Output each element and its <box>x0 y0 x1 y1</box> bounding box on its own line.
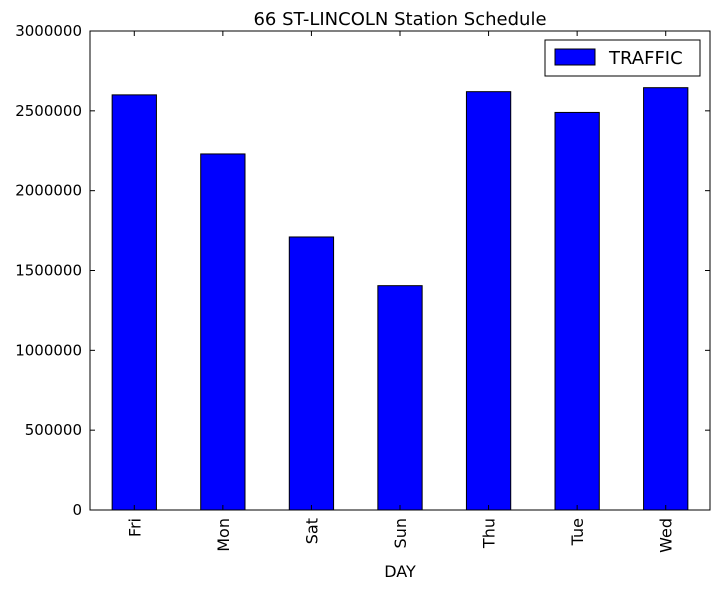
x-tick-label: Tue <box>568 518 587 546</box>
bar-fri <box>111 94 157 511</box>
y-tick-label: 500000 <box>25 421 82 439</box>
x-tick-label: Wed <box>657 518 676 553</box>
legend: TRAFFIC <box>544 39 701 77</box>
x-tick-label: Thu <box>480 518 499 549</box>
legend-label: TRAFFIC <box>608 48 683 69</box>
x-axis: Fri Mon Sat Sun Thu Tue Wed <box>125 31 676 553</box>
y-tick-label: 1500000 <box>15 262 82 280</box>
legend-swatch <box>554 48 596 66</box>
y-tick-label: 2000000 <box>15 182 82 200</box>
x-tick-label: Sat <box>302 518 321 544</box>
y-tick-label: 2500000 <box>15 102 82 120</box>
y-tick-label: 1000000 <box>15 341 82 359</box>
x-tick-label: Fri <box>125 518 144 537</box>
bar-wed <box>643 87 689 511</box>
chart-title: 66 ST-LINCOLN Station Schedule <box>253 9 546 30</box>
bar-sun <box>377 285 423 511</box>
bar-mon <box>200 153 246 511</box>
bar-tue <box>554 111 600 511</box>
y-axis: 0 500000 1000000 1500000 2000000 2500000 30000… <box>15 22 710 519</box>
y-tick-label: 3000000 <box>15 22 82 40</box>
bars-group <box>111 87 689 511</box>
x-tick-label: Sun <box>391 518 410 548</box>
x-tick-label: Mon <box>214 518 233 552</box>
y-tick-label: 0 <box>72 501 82 519</box>
x-axis-label: DAY <box>384 562 416 581</box>
bar-sat <box>288 236 335 511</box>
bar-thu <box>465 91 512 511</box>
plot-area-frame <box>89 30 711 511</box>
